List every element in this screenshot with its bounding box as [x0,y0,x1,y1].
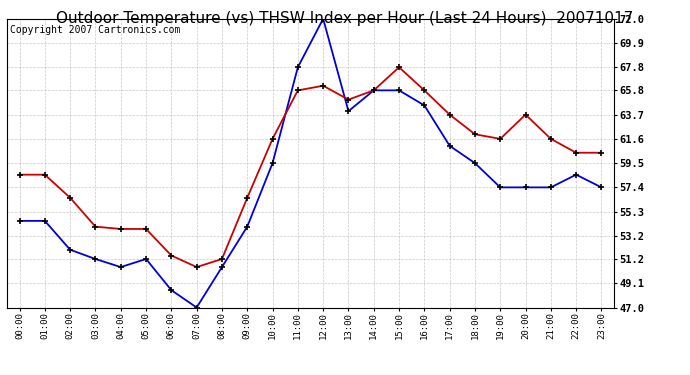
Text: Copyright 2007 Cartronics.com: Copyright 2007 Cartronics.com [10,24,180,34]
Text: Outdoor Temperature (vs) THSW Index per Hour (Last 24 Hours)  20071017: Outdoor Temperature (vs) THSW Index per … [57,11,633,26]
